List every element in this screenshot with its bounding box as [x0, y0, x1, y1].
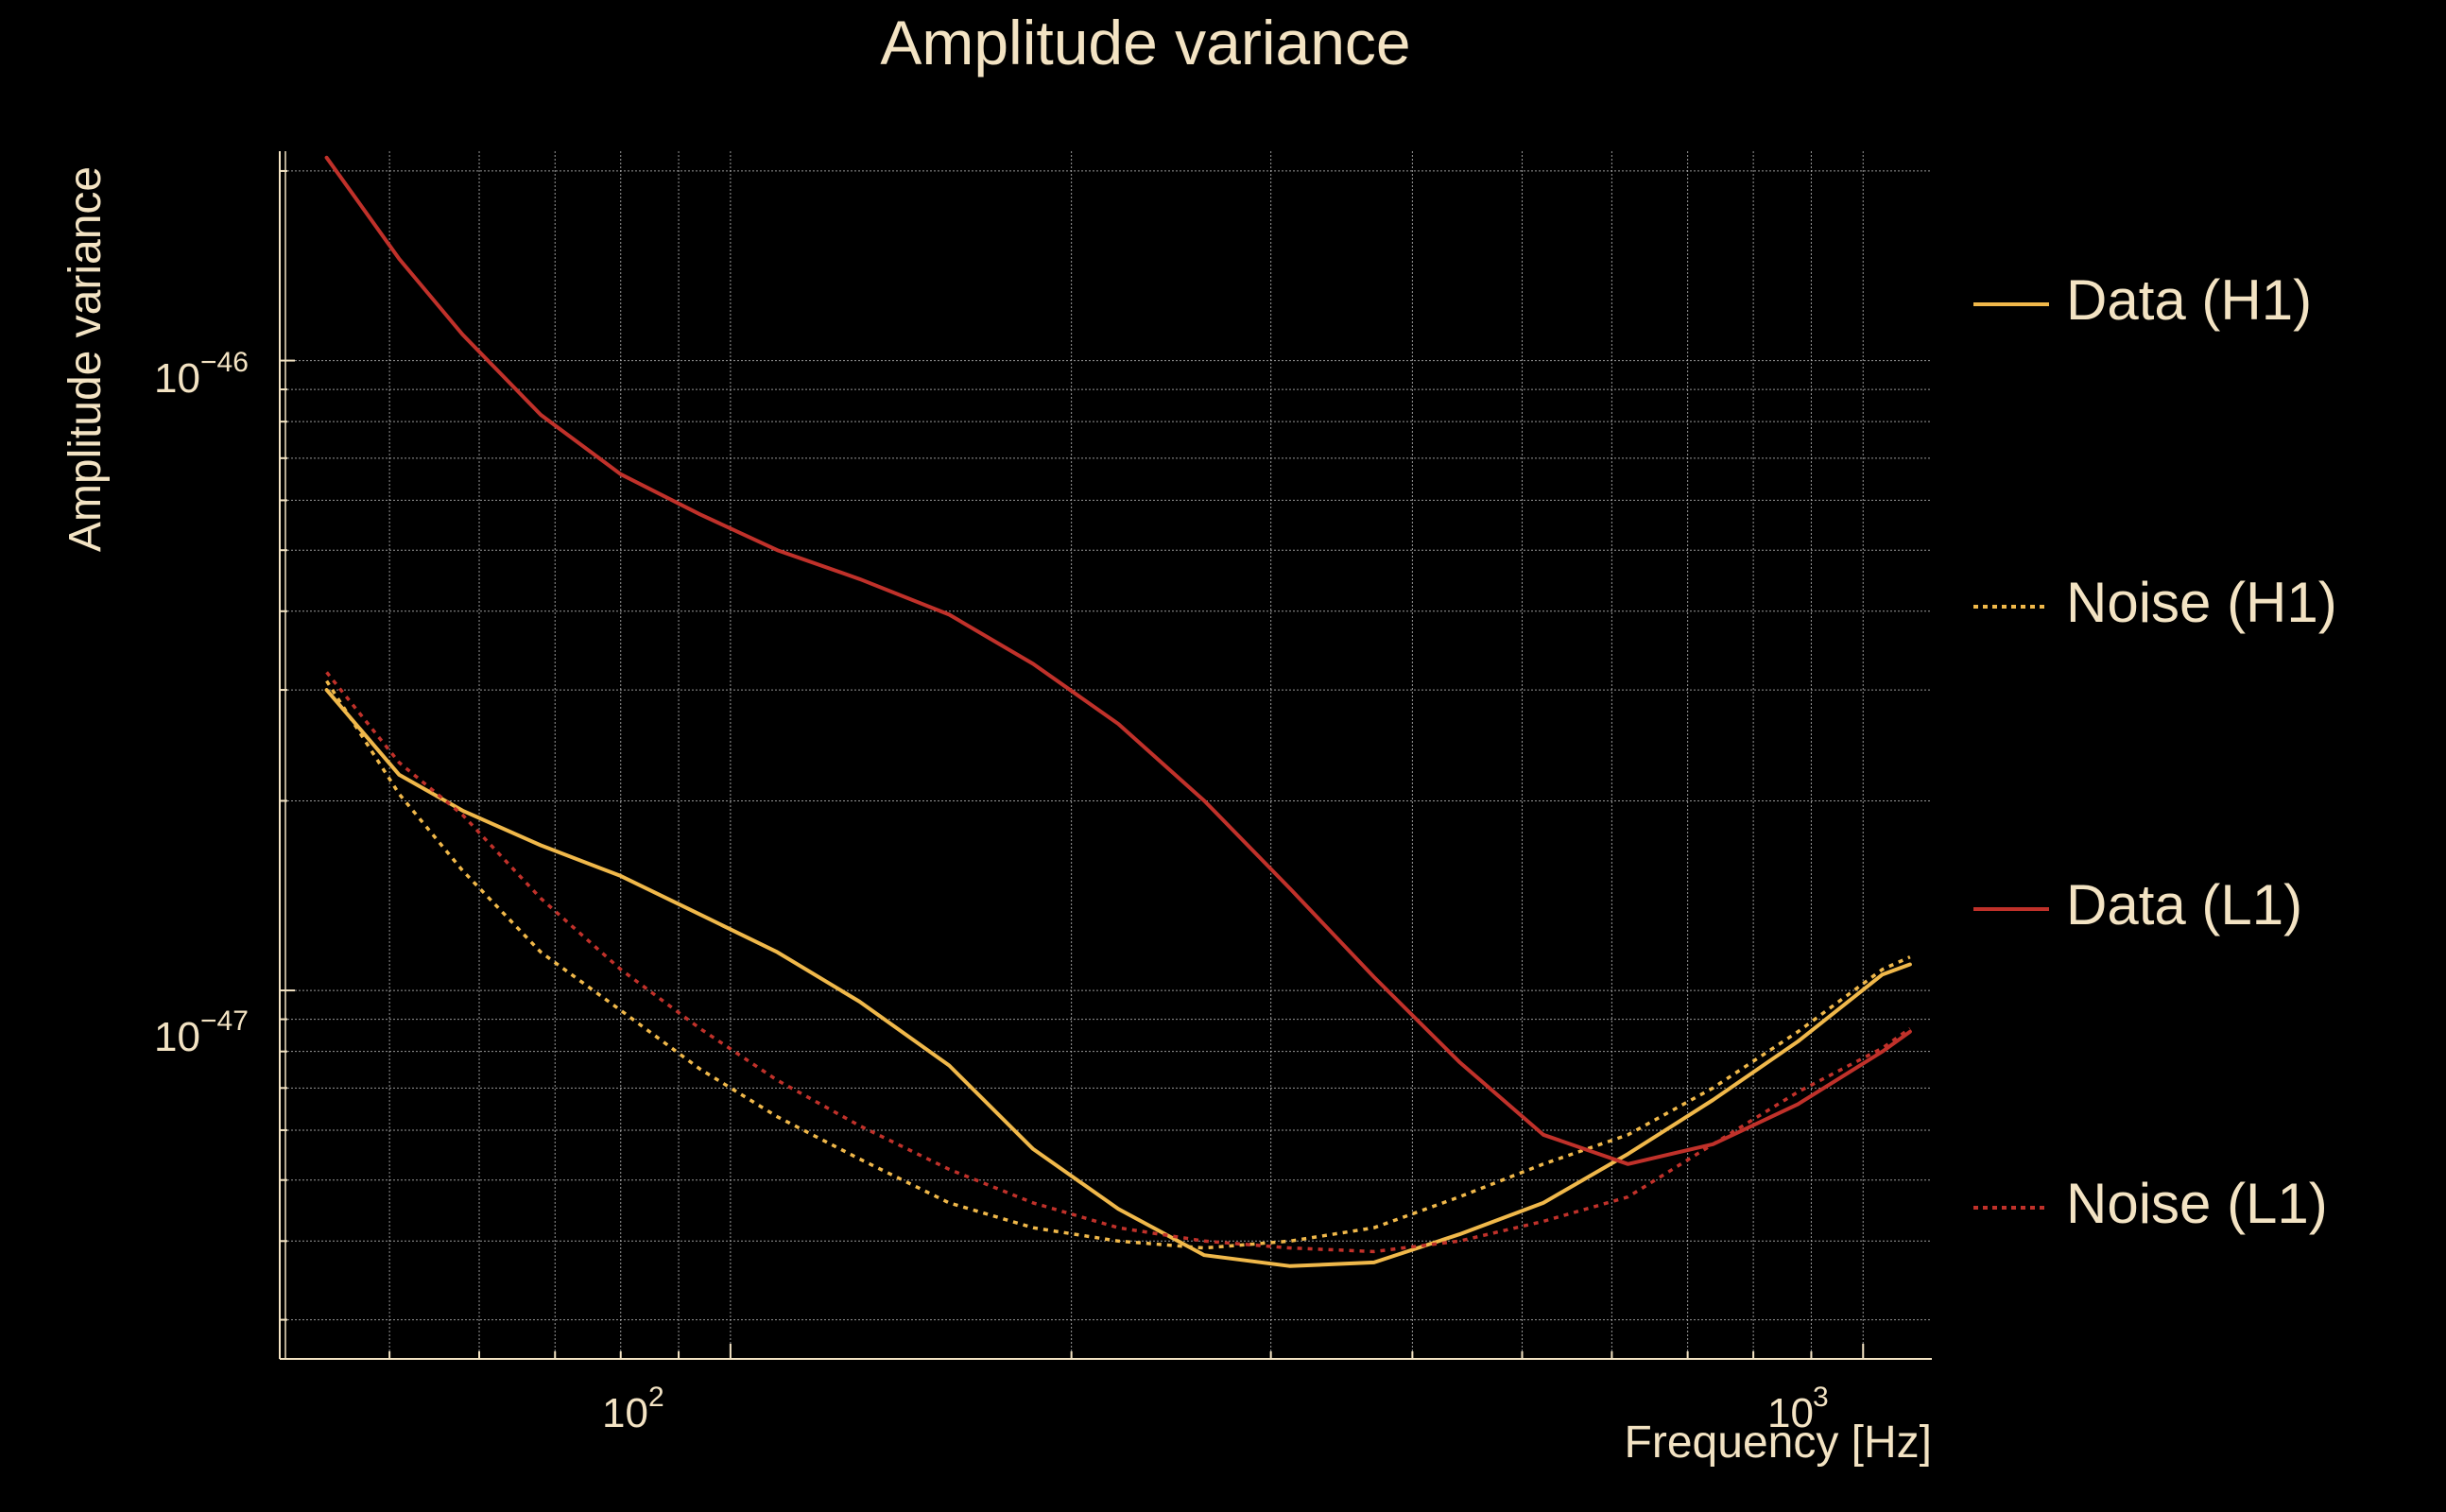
x-tick-label-1000-base: 10 — [1767, 1390, 1814, 1436]
legend-item-noise-h1[interactable]: Noise (H1) — [1973, 571, 2337, 634]
y-tick-label-1e-46-base: 10 — [154, 355, 200, 402]
x-tick-label-100-exponent: 2 — [648, 1382, 664, 1413]
y-axis-label: Amplitude variance — [60, 166, 111, 552]
data-series — [324, 155, 1912, 1268]
grid-lines — [279, 151, 1932, 1359]
series-line-data-h1 — [324, 688, 1912, 1268]
legend-label-noise-l1: Noise (L1) — [2066, 1172, 2328, 1235]
legend-label-noise-h1: Noise (H1) — [2066, 571, 2337, 634]
legend-item-noise-l1[interactable]: Noise (L1) — [1973, 1172, 2328, 1235]
x-tick-label-100-base: 10 — [602, 1390, 648, 1436]
legend-label-data-l1: Data (L1) — [2066, 873, 2302, 936]
legend-label-data-h1: Data (H1) — [2066, 268, 2312, 332]
y-tick-labels: 10 −46 10 −47 — [154, 347, 249, 1060]
legend-item-data-h1[interactable]: Data (H1) — [1973, 268, 2312, 332]
x-tick-labels: 10 2 10 3 — [602, 1382, 1829, 1436]
y-tick-label-1e-47-base: 10 — [154, 1014, 200, 1060]
chart-title: Amplitude variance — [880, 8, 1410, 77]
legend-item-data-l1[interactable]: Data (L1) — [1973, 873, 2302, 936]
legend: Data (H1) Noise (H1) Data (L1) Noise (L1… — [1973, 268, 2337, 1235]
x-axis-label: Frequency [Hz] — [1625, 1418, 1932, 1468]
axes — [279, 151, 1932, 1360]
series-line-data-l1 — [324, 155, 1912, 1166]
series-line-noise-h1 — [325, 679, 1911, 1250]
y-tick-label-1e-47-exponent: −47 — [200, 1005, 249, 1037]
x-tick-label-1000-exponent: 3 — [1813, 1382, 1829, 1413]
y-tick-label-1e-46-exponent: −46 — [200, 347, 249, 378]
